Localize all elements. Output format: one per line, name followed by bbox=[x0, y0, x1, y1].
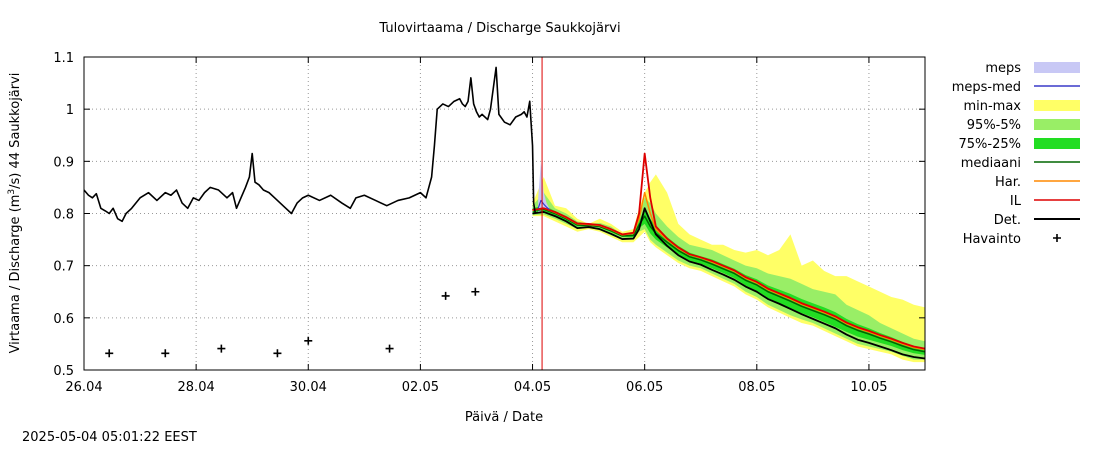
observation-point bbox=[273, 349, 282, 358]
observation-point bbox=[385, 344, 394, 353]
meps-med-line bbox=[537, 199, 550, 210]
y-tick-label: 1 bbox=[66, 103, 74, 118]
x-tick-label: 30.04 bbox=[290, 380, 327, 395]
legend-label: Det. bbox=[994, 213, 1021, 228]
y-axis-label: Virtaama / Discharge (m3/s) 44 Saukkojär… bbox=[7, 73, 23, 354]
legend-label: Havainto bbox=[963, 232, 1021, 247]
y-axis-label-superscript: 3 bbox=[7, 189, 17, 195]
simulated-history-line bbox=[83, 66, 537, 223]
legend-label: IL bbox=[1010, 194, 1022, 209]
timestamp: 2025-05-04 05:01:22 EEST bbox=[22, 430, 197, 445]
x-tick-label: 28.04 bbox=[178, 380, 215, 395]
x-tick-label: 10.05 bbox=[850, 380, 887, 395]
y-tick-label: 0.7 bbox=[53, 260, 74, 275]
x-axis-label: Päivä / Date bbox=[465, 410, 543, 425]
p75-p25-band bbox=[532, 205, 925, 355]
x-tick-label: 04.05 bbox=[514, 380, 551, 395]
observation-point bbox=[441, 291, 450, 300]
observation-point bbox=[217, 344, 226, 353]
legend-label: Har. bbox=[995, 175, 1021, 190]
x-tick-label: 08.05 bbox=[738, 380, 775, 395]
il-line bbox=[532, 152, 926, 350]
y-tick-label: 1.1 bbox=[53, 51, 74, 66]
y-tick-label: 0.5 bbox=[53, 364, 74, 379]
grid bbox=[84, 57, 925, 370]
x-tick-label: 06.05 bbox=[626, 380, 663, 395]
y-tick-label: 0.6 bbox=[53, 312, 74, 327]
x-tick-label: 02.05 bbox=[402, 380, 439, 395]
median-line bbox=[532, 208, 926, 353]
legend-label: min-max bbox=[963, 99, 1021, 114]
observation-point bbox=[161, 349, 170, 358]
observation-point bbox=[304, 336, 313, 345]
legend-swatch bbox=[1034, 62, 1080, 73]
det-line bbox=[532, 207, 926, 360]
axis-ticks: 26.04 28.04 30.04 02.05 04.05 06.05 08.05 10.05… bbox=[53, 51, 925, 395]
legend-swatch bbox=[1034, 119, 1080, 130]
legend-label: 75%-25% bbox=[959, 137, 1021, 152]
legend-swatch bbox=[1034, 100, 1080, 111]
legend-label: meps-med bbox=[952, 80, 1021, 95]
series-lines bbox=[83, 57, 926, 370]
legend-label: mediaani bbox=[961, 156, 1021, 171]
forecast-bands bbox=[532, 161, 925, 363]
y-tick-label: 0.9 bbox=[53, 155, 74, 170]
legend-swatch bbox=[1053, 234, 1061, 242]
legend-label: 95%-5% bbox=[967, 118, 1021, 133]
legend-swatch bbox=[1034, 138, 1080, 149]
x-tick-label: 26.04 bbox=[65, 380, 102, 395]
y-axis-label-main: Virtaama / Discharge (m bbox=[8, 195, 23, 354]
legend-label: meps bbox=[985, 61, 1021, 76]
chart-title: Tulovirtaama / Discharge Saukkojärvi bbox=[378, 21, 620, 36]
y-axis-label-unit: /s) 44 Saukkojärvi bbox=[8, 73, 23, 189]
observation-point bbox=[105, 349, 114, 358]
observation-point bbox=[471, 287, 480, 296]
legend: meps meps-med min-max 95%-5% 75%-25% mediaani… bbox=[952, 61, 1080, 247]
y-tick-label: 0.8 bbox=[53, 208, 74, 223]
observation-points bbox=[105, 287, 480, 358]
